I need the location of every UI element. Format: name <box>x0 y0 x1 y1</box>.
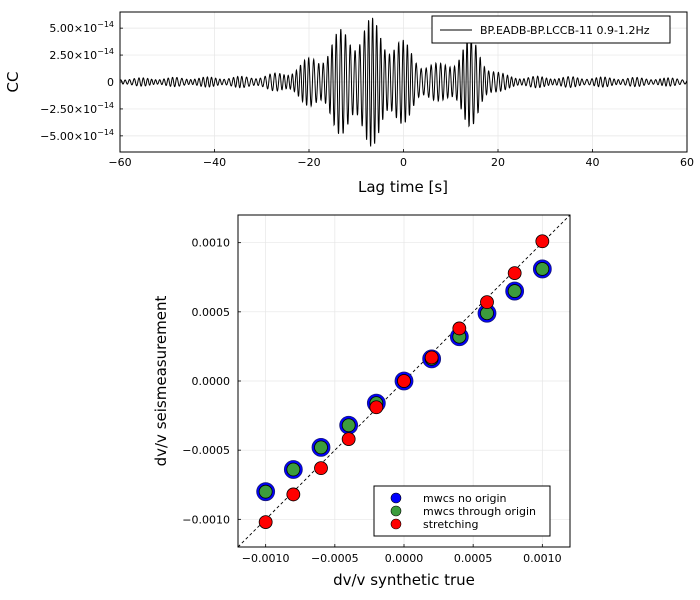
dvv-point-stretching <box>480 295 494 310</box>
dvv-legend-marker <box>390 518 402 530</box>
dvv-legend-label: mwcs no origin <box>423 492 507 505</box>
cc-y-tick-label: −5.00×10−14 <box>40 128 114 143</box>
dvv-x-tick-label: −0.0005 <box>311 552 359 565</box>
cc-y-axis-label: CC <box>4 72 22 93</box>
cc-legend-label: BP.EADB-BP.LCCB-11 0.9-1.2Hz <box>480 24 650 37</box>
dvv-y-tick-label: 0.0005 <box>192 306 231 319</box>
dvv-point-stretching <box>369 400 384 415</box>
dvv-point-stretching <box>507 266 522 281</box>
dvv-point-stretching <box>397 374 411 388</box>
dvv-x-tick-label: 0.0005 <box>454 552 493 565</box>
cc-y-tick-label: 5.00×10−14 <box>49 20 114 35</box>
dvv-x-tick-label: −0.0010 <box>242 552 290 565</box>
cc-x-axis-label: Lag time [s] <box>358 178 448 196</box>
dvv-x-tick-label: 0.0000 <box>385 552 424 565</box>
cc-panel: −60 −40 −20 0 20 40 60 5.00×10−14 2.50×10−14 0 −2… <box>4 11 694 196</box>
dvv-point-stretching <box>424 350 439 365</box>
cc-x-tick-labels: −60 −40 −20 0 20 40 60 <box>108 149 694 169</box>
cc-waveform-line <box>119 17 688 147</box>
dvv-x-axis-label: dv/v synthetic true <box>333 571 475 589</box>
dvv-legend-label: stretching <box>423 518 478 531</box>
dvv-y-tick-label: −0.0010 <box>182 513 230 526</box>
dvv-points <box>256 234 552 529</box>
dvv-point-mwcs-through-origin <box>258 484 273 499</box>
dvv-point-stretching <box>286 487 301 502</box>
dvv-y-axis-label: dv/v seismeasurement <box>152 296 170 467</box>
dvv-legend-marker <box>390 492 402 504</box>
dvv-point-mwcs-through-origin <box>314 440 328 455</box>
dvv-y-tick-label: 0.0010 <box>192 237 231 250</box>
cc-x-tick-label: 0 <box>400 156 407 169</box>
dvv-y-tick-labels: 0.0010 0.0005 0.0000 −0.0005 −0.0010 <box>182 237 241 526</box>
cc-y-tick-label: 2.50×10−14 <box>49 47 114 62</box>
dvv-point-stretching <box>535 234 550 249</box>
cc-x-tick-label: −60 <box>108 156 131 169</box>
dvv-point-mwcs-through-origin <box>341 418 356 433</box>
dvv-point-mwcs-through-origin <box>286 462 301 477</box>
dvv-point-stretching <box>258 515 273 529</box>
dvv-x-tick-labels: −0.0010 −0.0005 0.0000 0.0005 0.0010 <box>242 544 562 565</box>
cc-legend: BP.EADB-BP.LCCB-11 0.9-1.2Hz <box>431 15 671 44</box>
cc-x-tick-label: 40 <box>586 156 600 169</box>
dvv-y-tick-label: 0.0000 <box>192 375 231 388</box>
cc-x-tick-label: 20 <box>491 156 505 169</box>
dvv-point-mwcs-through-origin <box>507 284 522 298</box>
dvv-point-stretching <box>452 321 467 336</box>
dvv-legend-box <box>373 485 551 537</box>
cc-y-tick-label: −2.50×10−14 <box>40 101 114 116</box>
cc-y-tick-label: 0 <box>107 76 114 89</box>
cc-x-tick-label: −40 <box>203 156 226 169</box>
dvv-y-tick-label: −0.0005 <box>182 444 230 457</box>
dvv-panel: −0.0010 −0.0005 0.0000 0.0005 0.0010 0.00100… <box>152 214 571 589</box>
cc-x-tick-label: −20 <box>297 156 320 169</box>
dvv-point-stretching <box>341 432 356 447</box>
dvv-point-mwcs-through-origin <box>535 262 550 276</box>
dvv-point-stretching <box>314 461 328 476</box>
dvv-legend-label: mwcs through origin <box>423 505 536 518</box>
dvv-legend-marker <box>390 505 402 517</box>
cc-x-tick-label: 60 <box>680 156 694 169</box>
cc-y-tick-labels: 5.00×10−14 2.50×10−14 0 −2.50×10−14 −5.00×10… <box>40 20 123 143</box>
dvv-x-tick-label: 0.0010 <box>523 552 562 565</box>
